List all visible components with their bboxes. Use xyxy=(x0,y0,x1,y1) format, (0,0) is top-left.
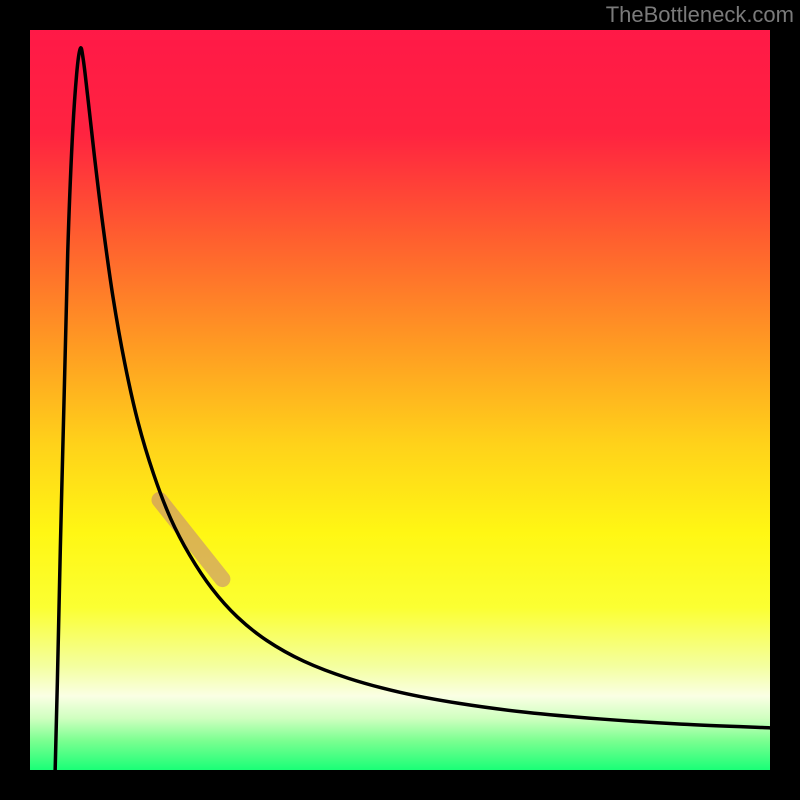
chart-background xyxy=(30,30,770,770)
plot-area xyxy=(30,30,770,770)
attribution-text: TheBottleneck.com xyxy=(606,2,794,28)
chart-svg xyxy=(30,30,770,770)
